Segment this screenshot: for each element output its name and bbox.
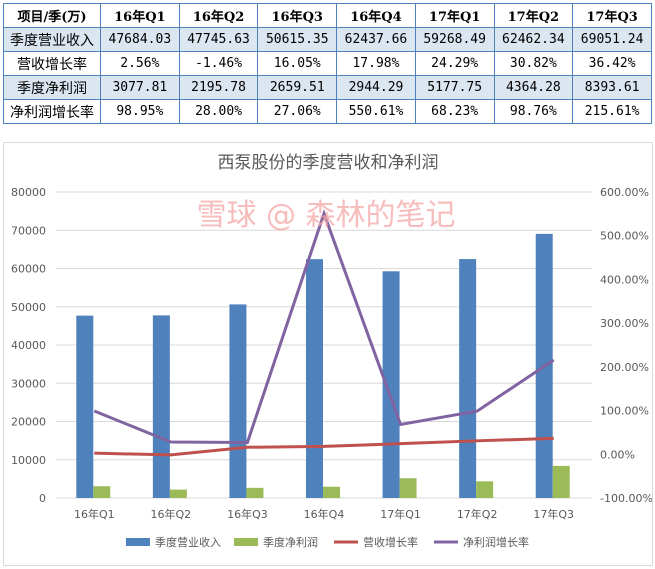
column-header: 17年Q2 xyxy=(493,3,574,28)
table-cell: 68.23% xyxy=(414,99,495,124)
table-cell: 17.98% xyxy=(336,51,416,76)
table-cell: 98.95% xyxy=(100,99,180,124)
table-row: 净利润增长率 98.95% 28.00% 27.06% 550.61% 68.23% 98.… xyxy=(3,99,652,124)
table-cell: 3077.81 xyxy=(100,75,180,100)
table-cell: 27.06% xyxy=(257,99,338,124)
table-row: 季度营业收入 47684.03 47745.63 50615.35 62437.66 59… xyxy=(3,27,652,52)
table-cell: 2195.78 xyxy=(178,75,259,100)
table-cell: 5177.75 xyxy=(414,75,495,100)
bar-net-profit xyxy=(399,478,417,498)
table-cell: 62437.66 xyxy=(336,27,416,52)
right-tick-label: 200.00% xyxy=(600,361,649,374)
category-label: 16年Q2 xyxy=(151,507,192,521)
chart-svg: 西泵股份的季度营收和净利润 0 10000 20000 30000 40000 50000 6… xyxy=(11,153,653,549)
right-tick-label: -100.00% xyxy=(600,492,652,505)
category-label: 16年Q1 xyxy=(74,507,115,521)
table-row: 季度净利润 3077.81 2195.78 2659.51 2944.29 5177.75… xyxy=(3,75,652,100)
table-cell: 69051.24 xyxy=(572,27,652,52)
table-cell: -1.46% xyxy=(178,51,259,76)
corner-header: 项目/季(万) xyxy=(3,3,101,28)
bar-net-profit xyxy=(476,481,494,498)
right-tick-label: 100.00% xyxy=(600,405,649,418)
table-cell: 28.00% xyxy=(178,99,259,124)
row-label: 季度营业收入 xyxy=(3,27,101,52)
column-header: 16年Q4 xyxy=(336,3,416,28)
legend-swatch xyxy=(234,538,258,546)
row-label: 营收增长率 xyxy=(3,51,101,76)
table-cell: 98.76% xyxy=(493,99,574,124)
column-header: 17年Q1 xyxy=(414,3,495,28)
right-tick-label: 0.00% xyxy=(600,448,635,461)
bar-net-profit xyxy=(169,489,187,498)
category-label: 16年Q3 xyxy=(227,507,268,521)
table-cell: 47745.63 xyxy=(178,27,259,52)
bar-revenue xyxy=(229,304,247,498)
bar-net-profit xyxy=(323,486,340,498)
table-cell: 30.82% xyxy=(493,51,574,76)
left-tick-label: 60000 xyxy=(11,263,46,276)
right-tick-label: 500.00% xyxy=(600,230,649,243)
table-row: 营收增长率 2.56% -1.46% 16.05% 17.98% 24.29% 30.82%… xyxy=(3,51,652,76)
left-tick-label: 10000 xyxy=(11,454,46,467)
right-tick-label: 400.00% xyxy=(600,273,649,286)
table-cell: 16.05% xyxy=(257,51,338,76)
bar-net-profit xyxy=(93,486,111,498)
table-cell: 24.29% xyxy=(414,51,495,76)
category-label: 17年Q1 xyxy=(380,507,421,521)
chart-title: 西泵股份的季度营收和净利润 xyxy=(218,153,439,173)
bar-revenue xyxy=(306,259,323,498)
bar-revenue xyxy=(152,315,170,498)
column-header: 17年Q3 xyxy=(572,3,652,28)
legend-label: 净利润增长率 xyxy=(463,535,529,549)
bar-net-profit xyxy=(246,487,264,498)
left-tick-label: 80000 xyxy=(11,186,46,199)
line-revenue-growth xyxy=(94,436,554,457)
table-cell: 2944.29 xyxy=(336,75,416,100)
column-header: 16年Q2 xyxy=(178,3,259,28)
table-cell: 8393.61 xyxy=(572,75,652,100)
left-tick-label: 0 xyxy=(39,492,46,505)
left-tick-label: 70000 xyxy=(11,224,46,237)
table-cell: 59268.49 xyxy=(414,27,495,52)
data-table: 项目/季(万) 16年Q1 16年Q2 16年Q3 16年Q4 17年Q1 17年Q2 17年… xyxy=(3,3,652,124)
legend-label: 季度净利润 xyxy=(263,535,318,549)
left-tick-label: 20000 xyxy=(11,416,46,429)
category-label: 17年Q3 xyxy=(533,507,574,521)
bar-revenue xyxy=(76,315,94,498)
table-cell: 2659.51 xyxy=(257,75,338,100)
bar-net-profit xyxy=(552,465,570,498)
chart: 西泵股份的季度营收和净利润 0 10000 20000 30000 40000 50000 6… xyxy=(3,142,653,566)
table-cell: 550.61% xyxy=(336,99,416,124)
watermark: 雪球 @ 森林的笔记 xyxy=(196,198,455,233)
legend-label: 季度营业收入 xyxy=(155,535,221,549)
bar-revenue xyxy=(459,259,477,498)
category-label: 17年Q2 xyxy=(457,507,498,521)
right-tick-label: 300.00% xyxy=(600,317,649,330)
legend-label: 营收增长率 xyxy=(363,535,418,549)
table-cell: 50615.35 xyxy=(257,27,338,52)
column-header: 16年Q1 xyxy=(100,3,180,28)
legend-swatch xyxy=(126,538,150,546)
row-label: 净利润增长率 xyxy=(3,99,101,124)
table-cell: 36.42% xyxy=(572,51,652,76)
table-cell: 47684.03 xyxy=(100,27,180,52)
left-tick-label: 30000 xyxy=(11,377,46,390)
line-profit-growth xyxy=(93,209,555,444)
left-tick-label: 40000 xyxy=(11,339,46,352)
table-cell: 2.56% xyxy=(100,51,180,76)
column-header: 16年Q3 xyxy=(257,3,338,28)
table-cell: 62462.34 xyxy=(493,27,574,52)
row-label: 季度净利润 xyxy=(3,75,101,100)
table-cell: 4364.28 xyxy=(493,75,574,100)
category-label: 16年Q4 xyxy=(304,507,345,521)
left-tick-label: 50000 xyxy=(11,301,46,314)
bar-revenue xyxy=(382,271,400,498)
table-cell: 215.61% xyxy=(572,99,652,124)
right-tick-label: 600.00% xyxy=(600,186,649,199)
